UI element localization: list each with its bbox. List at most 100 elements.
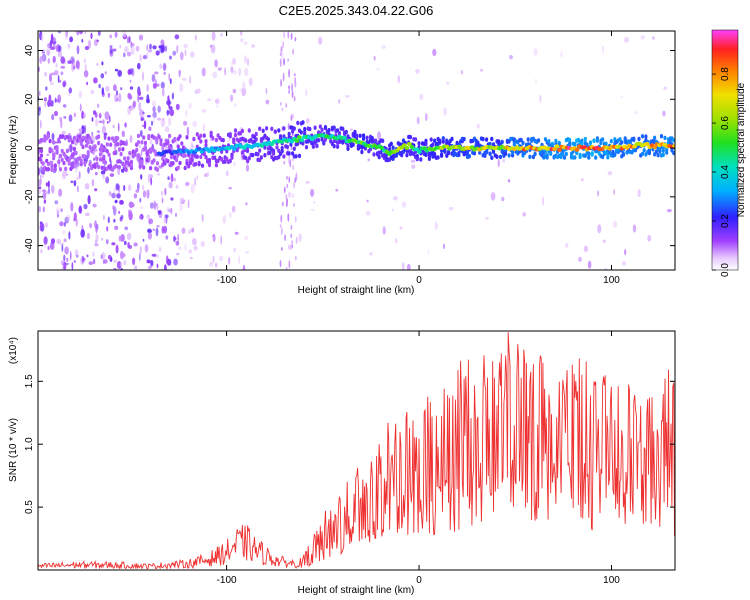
ridge-halo — [176, 165, 180, 170]
noise-speckle — [105, 176, 110, 184]
noise-speckle — [243, 41, 248, 46]
noise-speckle — [76, 176, 80, 180]
noise-speckle — [78, 205, 83, 214]
noise-speckle — [170, 197, 174, 201]
noise-speckle — [76, 31, 80, 36]
noise-speckle — [442, 243, 446, 249]
ridge-halo — [95, 161, 99, 166]
ridge-halo — [117, 165, 121, 170]
ridge-halo — [592, 138, 596, 143]
ridge-halo — [247, 156, 251, 161]
ridge-halo — [161, 162, 165, 168]
ridge-halo — [116, 136, 120, 141]
spectrogram-marks — [38, 31, 675, 270]
ridge-halo — [296, 120, 300, 126]
noise-speckle — [63, 238, 67, 243]
ridge-halo — [457, 152, 461, 158]
ridge-halo — [135, 147, 139, 153]
x-tick-label: -100 — [217, 575, 237, 586]
ridge-halo — [285, 144, 289, 150]
noise-speckle — [233, 247, 236, 253]
noise-speckle — [76, 254, 79, 258]
noise-speckle — [44, 71, 47, 77]
noise-speckle — [293, 202, 295, 208]
noise-speckle — [338, 99, 341, 104]
noise-speckle — [73, 112, 77, 118]
noise-speckle — [146, 259, 151, 264]
noise-speckle — [287, 123, 290, 130]
noise-speckle — [194, 177, 196, 187]
ridge-halo — [405, 153, 409, 158]
noise-speckle — [166, 109, 171, 114]
ridge-halo — [433, 152, 437, 157]
noise-speckle — [155, 79, 157, 85]
noise-speckle — [127, 209, 132, 215]
noise-speckle — [397, 74, 400, 84]
noise-speckle — [501, 196, 505, 202]
noise-speckle — [245, 164, 250, 172]
noise-speckle — [244, 236, 248, 241]
noise-speckle — [57, 75, 60, 83]
noise-speckle — [50, 81, 54, 86]
noise-speckle — [282, 40, 284, 49]
ridge-halo — [140, 159, 144, 164]
snr-frame — [37, 330, 676, 571]
noise-speckle — [640, 35, 645, 40]
ridge-halo — [119, 151, 123, 157]
noise-speckle — [100, 254, 103, 259]
noise-speckle — [602, 239, 607, 243]
noise-speckle — [293, 181, 295, 189]
noise-speckle — [192, 237, 197, 246]
noise-speckle — [240, 38, 244, 43]
noise-speckle — [51, 132, 55, 141]
noise-speckle — [75, 60, 80, 69]
noise-speckle — [282, 72, 285, 82]
noise-speckle — [152, 111, 157, 119]
ridge-halo — [88, 136, 92, 141]
ridge-halo — [313, 125, 317, 130]
noise-speckle — [57, 94, 62, 104]
noise-speckle — [166, 207, 171, 212]
noise-speckle — [175, 103, 180, 111]
noise-speckle — [175, 184, 179, 189]
noise-speckle — [214, 59, 218, 68]
ridge-halo — [531, 154, 536, 160]
ridge-halo — [308, 126, 312, 132]
ridge-halo — [554, 138, 558, 144]
ridge-halo — [58, 153, 63, 158]
noise-speckle — [218, 255, 224, 262]
noise-speckle — [170, 173, 174, 183]
ridge-halo — [507, 153, 511, 158]
ridge-halo — [318, 124, 322, 129]
ridge-halo — [573, 142, 577, 147]
ridge-halo — [618, 137, 622, 142]
noise-speckle — [59, 117, 62, 121]
noise-speckle — [138, 101, 142, 111]
ridge-halo — [389, 141, 393, 146]
ridge-halo — [323, 137, 328, 142]
ridge-halo — [640, 151, 645, 157]
noise-speckle — [105, 85, 110, 92]
ridge-halo — [48, 138, 52, 144]
ridge-halo — [204, 139, 208, 144]
ridge-halo — [270, 126, 274, 131]
noise-speckle — [234, 103, 237, 107]
noise-speckle — [381, 44, 387, 50]
noise-speckle — [79, 103, 82, 112]
noise-speckle — [214, 262, 218, 268]
noise-speckle — [156, 117, 162, 121]
noise-speckle — [391, 208, 394, 212]
noise-speckle — [152, 228, 156, 231]
ridge-halo — [344, 129, 348, 135]
noise-speckle — [95, 233, 99, 243]
ridge-halo — [672, 138, 675, 143]
noise-speckle — [432, 48, 437, 57]
noise-speckle — [57, 31, 62, 34]
spectrogram-y-axis-label: Frequency (Hz) — [8, 116, 19, 185]
ridge-halo — [287, 151, 291, 156]
ridge-halo — [39, 148, 44, 154]
noise-speckle — [128, 201, 134, 208]
noise-speckle — [146, 115, 151, 118]
noise-speckle — [118, 210, 121, 214]
noise-speckle — [39, 221, 42, 224]
